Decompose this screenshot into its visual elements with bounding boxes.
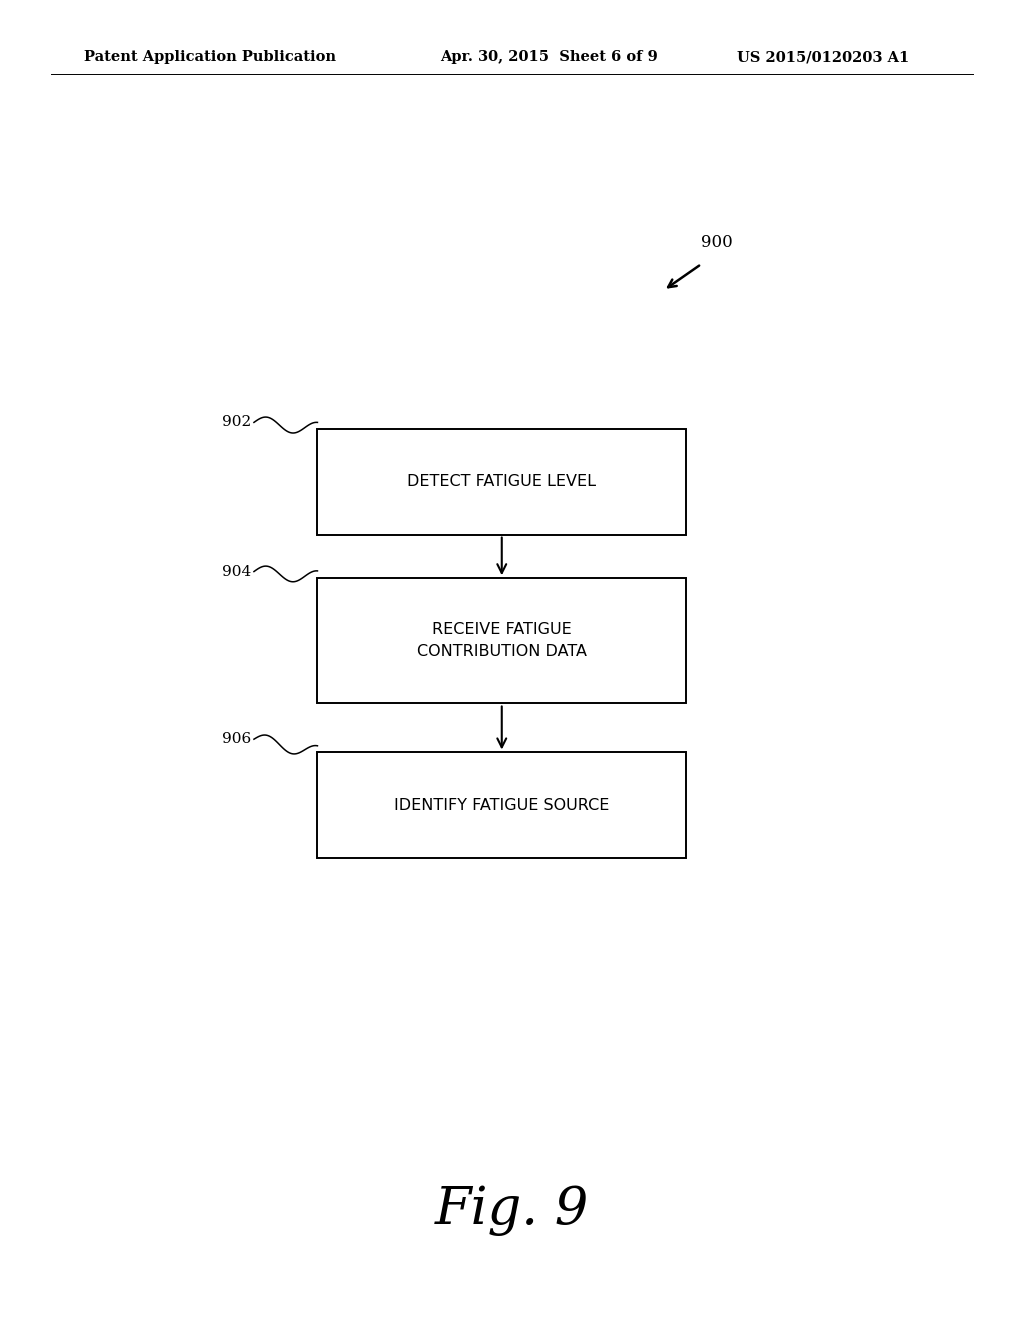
Text: US 2015/0120203 A1: US 2015/0120203 A1 (737, 50, 909, 65)
Text: 900: 900 (701, 234, 733, 251)
FancyBboxPatch shape (317, 429, 686, 535)
Text: 902: 902 (221, 416, 251, 429)
Text: Apr. 30, 2015  Sheet 6 of 9: Apr. 30, 2015 Sheet 6 of 9 (440, 50, 658, 65)
Text: 904: 904 (221, 565, 251, 578)
Text: DETECT FATIGUE LEVEL: DETECT FATIGUE LEVEL (408, 474, 596, 490)
Text: IDENTIFY FATIGUE SOURCE: IDENTIFY FATIGUE SOURCE (394, 797, 609, 813)
Text: RECEIVE FATIGUE
CONTRIBUTION DATA: RECEIVE FATIGUE CONTRIBUTION DATA (417, 622, 587, 659)
FancyBboxPatch shape (317, 752, 686, 858)
Text: Fig. 9: Fig. 9 (435, 1185, 589, 1236)
Text: Patent Application Publication: Patent Application Publication (84, 50, 336, 65)
FancyBboxPatch shape (317, 578, 686, 702)
Text: 906: 906 (221, 733, 251, 746)
